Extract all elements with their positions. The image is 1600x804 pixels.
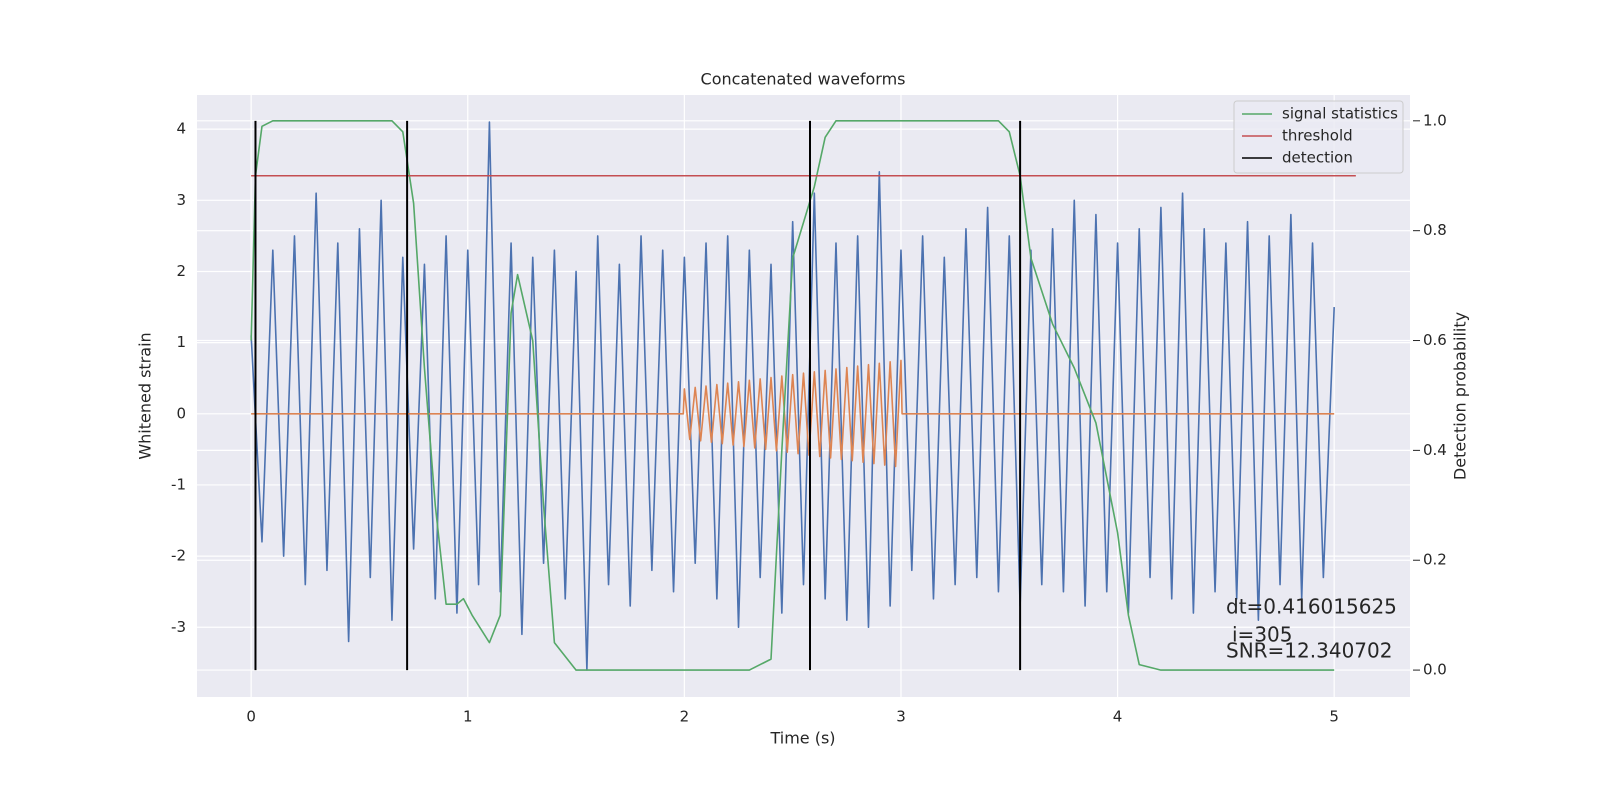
y2-tick-label: 0.0	[1423, 661, 1447, 679]
x-tick-label: 4	[1113, 708, 1123, 726]
chart-title: Concatenated waveforms	[701, 70, 906, 89]
annotation: SNR=12.340702	[1226, 639, 1392, 663]
x-tick-label: 1	[463, 708, 473, 726]
legend-label: threshold	[1282, 127, 1353, 145]
line-series	[251, 359, 1335, 468]
y-tick-label: -3	[171, 618, 186, 636]
y2-tick-label: 0.6	[1423, 331, 1447, 349]
y-tick-label: 2	[176, 262, 186, 280]
annotation: dt=0.416015625	[1226, 595, 1397, 619]
legend-label: detection	[1282, 149, 1353, 167]
y2-tick-label: 1.0	[1423, 111, 1447, 129]
y-tick-label: -2	[171, 547, 186, 565]
line-series	[250, 120, 1335, 671]
x-axis-label: Time (s)	[769, 729, 835, 748]
y2-tick-label: 0.2	[1423, 551, 1447, 569]
y2-tick-label: 0.8	[1423, 221, 1447, 239]
y-tick-label: -1	[171, 475, 186, 493]
legend-label: signal statistics	[1282, 105, 1398, 123]
annotation: i=305	[1232, 623, 1293, 647]
y-tick-label: 1	[176, 333, 186, 351]
line-series	[250, 121, 1335, 671]
y-tick-label: 0	[176, 404, 186, 422]
x-tick-label: 3	[896, 708, 906, 726]
x-tick-label: 5	[1329, 708, 1339, 726]
x-tick-label: 2	[680, 708, 690, 726]
y-axis-label: Whitened strain	[136, 332, 155, 459]
y-tick-label: 3	[176, 191, 186, 209]
y2-axis-label: Detection probability	[1451, 312, 1470, 480]
legend-box	[1233, 100, 1404, 174]
y2-tick-label: 0.4	[1423, 441, 1447, 459]
x-tick-label: 0	[246, 708, 256, 726]
y-tick-label: 4	[176, 120, 186, 138]
